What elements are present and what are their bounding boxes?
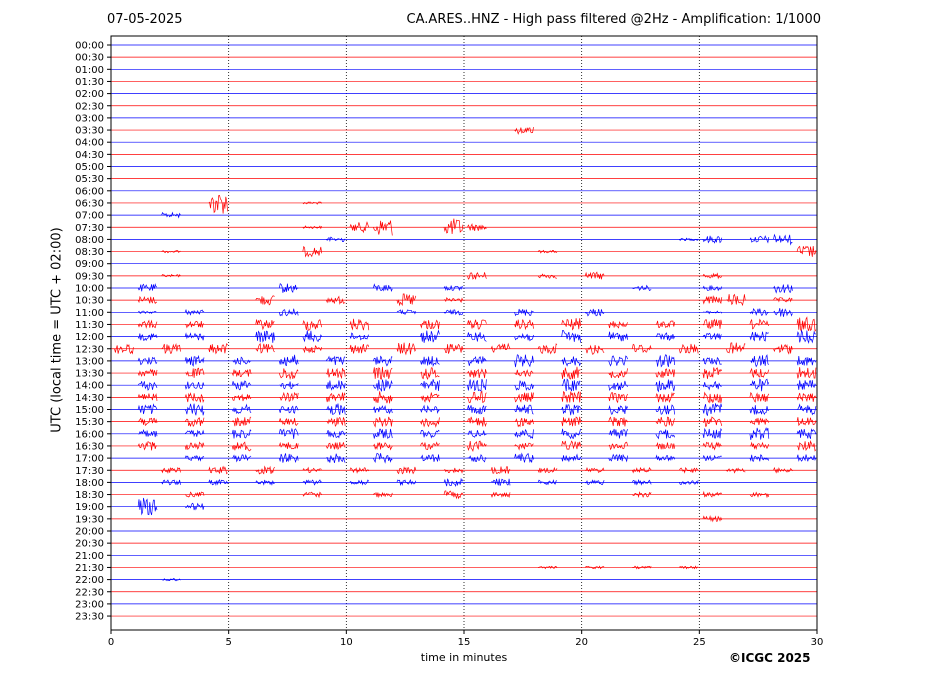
y-tick-label: 09:00 bbox=[75, 259, 104, 270]
trace-signal-1300 bbox=[137, 354, 817, 368]
x-tick-label: 15 bbox=[458, 637, 471, 648]
y-tick-label: 08:30 bbox=[75, 247, 104, 258]
y-tick-label: 21:30 bbox=[75, 563, 104, 574]
y-tick-label: 23:00 bbox=[75, 599, 104, 610]
y-tick-label: 14:30 bbox=[75, 393, 104, 404]
trace-signal-1930 bbox=[702, 515, 723, 523]
y-tick-label: 01:30 bbox=[75, 77, 104, 88]
y-tick-label: 19:30 bbox=[75, 514, 104, 525]
trace-signal-1630 bbox=[137, 440, 817, 452]
y-tick-label: 13:00 bbox=[75, 356, 104, 367]
x-tick-label: 30 bbox=[811, 637, 824, 648]
y-tick-label: 17:00 bbox=[75, 454, 104, 465]
y-tick-label: 03:30 bbox=[75, 126, 104, 137]
y-tick-label: 21:00 bbox=[75, 551, 104, 562]
y-tick-label: 11:30 bbox=[75, 320, 104, 331]
y-tick-label: 20:30 bbox=[75, 539, 104, 550]
y-tick-label: 06:30 bbox=[75, 198, 104, 209]
x-axis-ticks: 0 5 10 15 20 25 30 bbox=[108, 630, 824, 648]
y-tick-label: 04:30 bbox=[75, 150, 104, 161]
y-tick-label: 12:30 bbox=[75, 344, 104, 355]
trace-signal-0730 bbox=[302, 218, 487, 236]
y-tick-label: 07:30 bbox=[75, 223, 104, 234]
trace-signal-2130 bbox=[538, 565, 699, 570]
trace-signal-1900 bbox=[137, 497, 205, 516]
y-tick-label: 06:00 bbox=[75, 186, 104, 197]
trace-signal-1830 bbox=[184, 490, 770, 500]
trace-signal-0930 bbox=[161, 271, 723, 280]
y-tick-label: 03:00 bbox=[75, 113, 104, 124]
y-tick-label: 23:30 bbox=[75, 612, 104, 623]
y-tick-label: 15:30 bbox=[75, 417, 104, 428]
trace-signal-1030 bbox=[137, 293, 793, 307]
trace-signal-0630 bbox=[208, 194, 322, 214]
plot-frame bbox=[110, 35, 818, 631]
trace-signal-1530 bbox=[137, 416, 817, 428]
x-tick-label: 5 bbox=[225, 637, 231, 648]
vertical-gridlines bbox=[228, 36, 700, 630]
x-tick-label: 20 bbox=[575, 637, 588, 648]
chart-date: 07-05-2025 bbox=[107, 12, 183, 27]
trace-signal-1700 bbox=[184, 452, 817, 464]
trace-signal-1200 bbox=[137, 329, 816, 345]
y-tick-label: 18:30 bbox=[75, 490, 104, 501]
trace-signal-0830 bbox=[161, 245, 817, 258]
trace-signal-1000 bbox=[137, 283, 793, 294]
y-tick-label: 00:30 bbox=[75, 53, 104, 64]
y-tick-label: 16:00 bbox=[75, 429, 104, 440]
y-tick-label: 22:30 bbox=[75, 587, 104, 598]
y-tick-label: 05:00 bbox=[75, 162, 104, 173]
trace-signal-0330 bbox=[514, 127, 534, 135]
y-tick-label: 04:00 bbox=[75, 138, 104, 149]
y-tick-label: 02:00 bbox=[75, 89, 104, 100]
y-tick-label: 09:30 bbox=[75, 271, 104, 282]
y-tick-label: 01:00 bbox=[75, 65, 104, 76]
x-tick-label: 10 bbox=[340, 637, 353, 648]
trace-signal-1400 bbox=[137, 378, 817, 393]
y-tick-label: 15:00 bbox=[75, 405, 104, 416]
trace-signal-1730 bbox=[161, 465, 793, 475]
trace-rows bbox=[111, 44, 817, 617]
y-tick-label: 14:00 bbox=[75, 381, 104, 392]
x-tick-label: 25 bbox=[693, 637, 706, 648]
y-tick-label: 10:30 bbox=[75, 296, 104, 307]
y-tick-label: 20:00 bbox=[75, 527, 104, 538]
y-tick-label: 19:00 bbox=[75, 502, 104, 513]
y-tick-label: 18:00 bbox=[75, 478, 104, 489]
trace-signal-2200 bbox=[161, 578, 181, 582]
x-tick-label: 0 bbox=[108, 637, 114, 648]
trace-signal-1130 bbox=[137, 316, 817, 333]
trace-signal-1800 bbox=[161, 477, 699, 487]
trace-signal-1500 bbox=[137, 403, 817, 416]
y-tick-label: 16:30 bbox=[75, 441, 104, 452]
y-tick-label: 00:00 bbox=[75, 41, 104, 52]
trace-signal-1330 bbox=[137, 366, 817, 381]
chart-title: CA.ARES..HNZ - High pass filtered @2Hz -… bbox=[406, 12, 821, 27]
trace-signal-1230 bbox=[114, 342, 793, 356]
y-tick-label: 07:00 bbox=[75, 211, 104, 222]
trace-signal-1430 bbox=[137, 390, 817, 404]
x-axis-label: time in minutes bbox=[420, 651, 508, 664]
y-tick-label: 22:00 bbox=[75, 575, 104, 586]
y-tick-label: 02:30 bbox=[75, 101, 104, 112]
copyright-credit: ©ICGC 2025 bbox=[729, 651, 811, 665]
y-tick-label: 17:30 bbox=[75, 466, 104, 477]
y-tick-label: 12:00 bbox=[75, 332, 104, 343]
y-tick-label: 11:00 bbox=[75, 308, 104, 319]
y-tick-label: 05:30 bbox=[75, 174, 104, 185]
trace-signal-1600 bbox=[138, 427, 817, 440]
trace-signal-0800 bbox=[326, 233, 793, 246]
trace-signal-1100 bbox=[137, 308, 793, 317]
y-tick-label: 10:00 bbox=[75, 284, 104, 295]
y-tick-label: 08:00 bbox=[75, 235, 104, 246]
y-axis-label: UTC (local time = UTC + 02:00) bbox=[49, 227, 65, 433]
trace-signal-0700 bbox=[161, 211, 181, 219]
y-tick-label: 13:30 bbox=[75, 369, 104, 380]
